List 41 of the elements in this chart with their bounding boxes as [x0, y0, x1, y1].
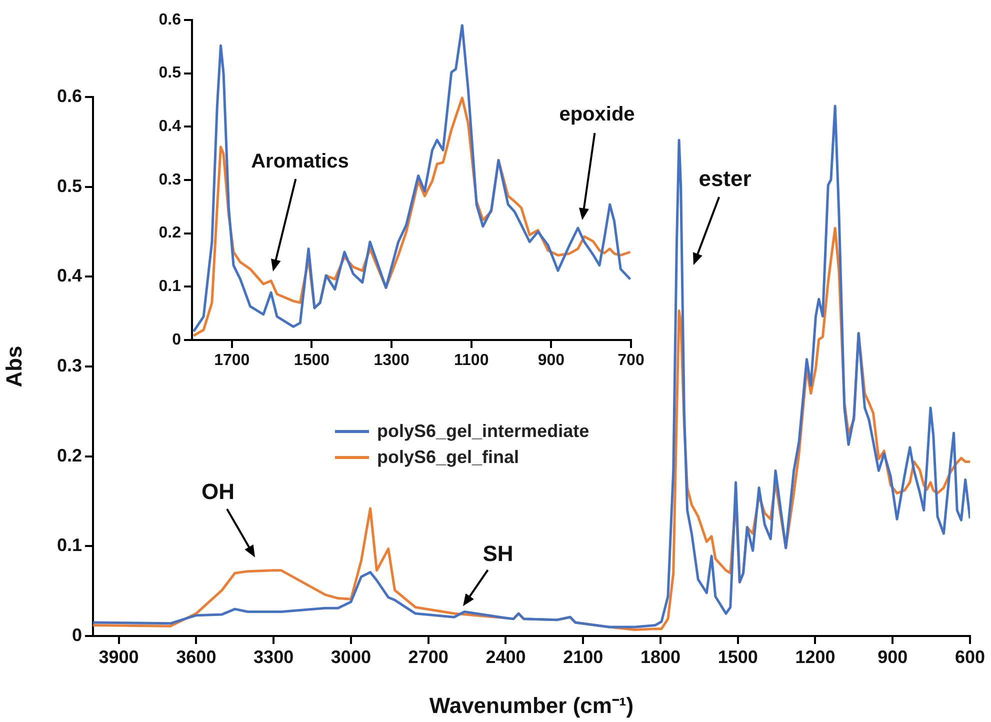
x-tick-label: 1500	[294, 352, 330, 370]
x-tick-label: 2100	[563, 646, 604, 667]
y-tick-label: 0.5	[56, 176, 82, 196]
x-tick-label: 1700	[214, 352, 250, 370]
annotation: OH	[202, 479, 234, 504]
x-tick-label: 3900	[98, 646, 139, 667]
x-tick-label: 1300	[374, 352, 410, 370]
annotation: epoxide	[559, 104, 635, 126]
y-tick-label: 0.5	[158, 64, 182, 82]
y-tick-label: 0.4	[158, 118, 182, 136]
x-tick-label: 900	[538, 352, 565, 370]
x-tick-label: 3000	[330, 646, 371, 667]
y-tick-label: 0.4	[56, 266, 82, 286]
y-axis-title: Abs	[1, 346, 26, 388]
y-tick-label: 0.6	[158, 11, 182, 28]
y-tick-label: 0.1	[158, 278, 182, 296]
x-tick-label: 1500	[718, 646, 758, 667]
annotation: SH	[482, 541, 514, 566]
y-tick-label: 0.1	[56, 535, 82, 556]
x-tick-label: 600	[954, 646, 986, 667]
x-tick-label: 2700	[408, 646, 448, 667]
legend-label: polyS6_gel_final	[377, 446, 520, 468]
x-tick-label: 3300	[254, 646, 294, 667]
y-tick-label: 0	[72, 624, 82, 645]
legend-label: polyS6_gel_intermediate	[377, 420, 590, 442]
y-tick-label: 0.3	[158, 171, 182, 188]
x-tick-label: 700	[618, 352, 644, 370]
x-tick-label: 3600	[176, 646, 216, 667]
y-tick-label: 0.2	[56, 445, 82, 466]
y-tick-label: 0	[172, 331, 182, 348]
x-axis-title: Wavenumber (cm⁻¹)	[429, 692, 634, 718]
y-tick-label: 0.3	[56, 355, 82, 376]
x-tick-label: 1800	[640, 646, 680, 667]
annotation: ester	[698, 166, 752, 192]
x-tick-label: 900	[878, 646, 908, 667]
x-tick-label: 2400	[486, 646, 526, 667]
x-tick-label: 1200	[795, 646, 836, 667]
y-tick-label: 0.6	[56, 86, 82, 106]
y-tick-label: 0.2	[158, 224, 182, 242]
annotation: Aromatics	[251, 150, 349, 173]
x-tick-label: 1100	[454, 352, 489, 370]
